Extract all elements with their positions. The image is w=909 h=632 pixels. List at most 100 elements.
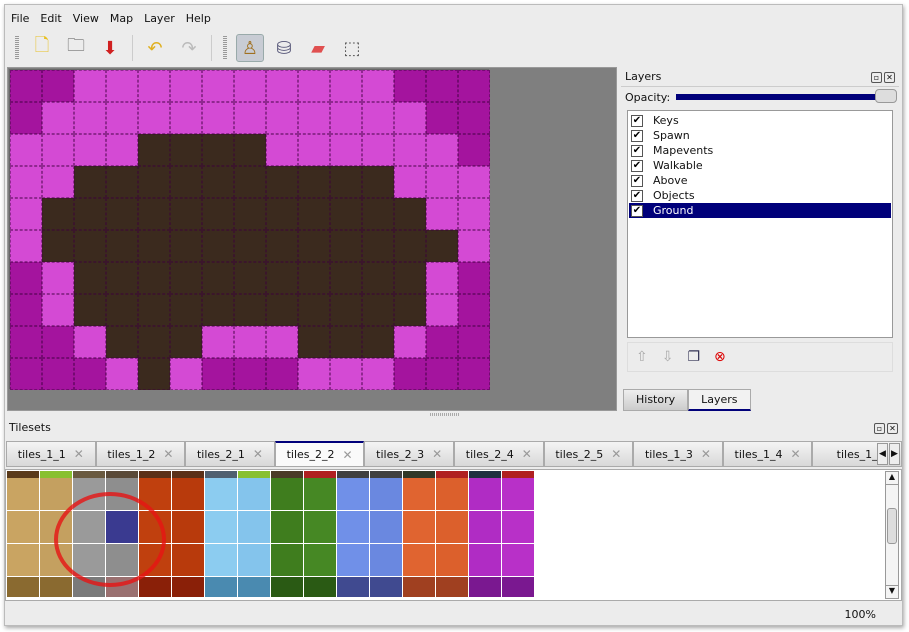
map-tile[interactable] — [10, 166, 42, 198]
map-tile[interactable] — [426, 134, 458, 166]
tile-strip[interactable] — [403, 471, 436, 478]
map-tile[interactable] — [202, 198, 234, 230]
map-tile[interactable] — [330, 166, 362, 198]
menu-layer[interactable]: Layer — [144, 11, 175, 25]
map-tile[interactable] — [330, 326, 362, 358]
layer-visibility-checkbox[interactable]: ✔ — [631, 129, 643, 142]
tileset-tile[interactable] — [172, 478, 205, 511]
menu-map[interactable]: Map — [109, 11, 134, 25]
tileset-tile[interactable] — [271, 511, 304, 544]
map-tile[interactable] — [266, 102, 298, 134]
map-tile[interactable] — [330, 70, 362, 102]
map-tile[interactable] — [458, 326, 490, 358]
map-tile[interactable] — [234, 358, 266, 390]
close-icon[interactable]: ✕ — [887, 422, 898, 434]
map-tile[interactable] — [10, 230, 42, 262]
toolbar-grip[interactable] — [15, 36, 19, 60]
map-tile[interactable] — [394, 166, 426, 198]
tileset-tile[interactable] — [403, 478, 436, 511]
map-tile[interactable] — [234, 262, 266, 294]
save-button[interactable]: ⬇ — [96, 34, 124, 62]
map-tile[interactable] — [330, 134, 362, 166]
tileset-tile[interactable] — [304, 478, 337, 511]
map-tile[interactable] — [42, 166, 74, 198]
tile-strip[interactable] — [271, 471, 304, 478]
tile-strip[interactable] — [337, 471, 370, 478]
map-tile[interactable] — [106, 166, 138, 198]
map-tile[interactable] — [362, 102, 394, 134]
map-tile[interactable] — [298, 102, 330, 134]
tileset-tile[interactable] — [403, 544, 436, 577]
map-tile[interactable] — [362, 294, 394, 326]
tileset-tile[interactable] — [370, 577, 403, 598]
map-tile[interactable] — [138, 70, 170, 102]
map-tile[interactable] — [202, 294, 234, 326]
map-tile[interactable] — [330, 198, 362, 230]
layer-row[interactable]: ✔ Objects — [629, 188, 891, 203]
stamp-brush-button[interactable]: ♙ — [236, 34, 264, 62]
tile-strip[interactable] — [172, 471, 205, 478]
map-tile[interactable] — [42, 358, 74, 390]
map-tile[interactable] — [10, 262, 42, 294]
map-tile[interactable] — [170, 134, 202, 166]
map-tile[interactable] — [426, 294, 458, 326]
map-tile[interactable] — [394, 230, 426, 262]
tileset-tile[interactable] — [172, 544, 205, 577]
tileset-tile[interactable] — [139, 478, 172, 511]
map-tile[interactable] — [330, 358, 362, 390]
map-tile[interactable] — [298, 134, 330, 166]
menu-file[interactable]: File — [11, 11, 30, 25]
map-tile[interactable] — [170, 358, 202, 390]
tab-tiles_1_2[interactable]: tiles_1_2 ✕ — [95, 441, 186, 467]
tile-strip[interactable] — [370, 471, 403, 478]
map-tile[interactable] — [266, 262, 298, 294]
layer-row[interactable]: ✔ Mapevents — [629, 143, 891, 158]
tileset-tile[interactable] — [7, 511, 40, 544]
map-tile[interactable] — [202, 262, 234, 294]
tab-tiles_2_5[interactable]: tiles_2_5 ✕ — [543, 441, 634, 467]
close-tab-icon[interactable]: ✕ — [252, 447, 263, 461]
tab-scroll-left-icon[interactable]: ◀ — [877, 443, 888, 465]
tab-tiles_1_1[interactable]: tiles_1_1 ✕ — [6, 441, 96, 467]
map-tile[interactable] — [74, 166, 106, 198]
tileset-tile[interactable] — [469, 544, 502, 577]
map-tile[interactable] — [138, 262, 170, 294]
map-tile[interactable] — [298, 326, 330, 358]
close-icon[interactable]: ✕ — [884, 72, 895, 83]
map-tile[interactable] — [298, 262, 330, 294]
close-tab-icon[interactable]: ✕ — [611, 447, 622, 461]
map-tile[interactable] — [394, 262, 426, 294]
tileset-tile[interactable] — [271, 577, 304, 598]
tile-strip[interactable] — [205, 471, 238, 478]
tileset-tile[interactable] — [205, 577, 238, 598]
layer-visibility-checkbox[interactable]: ✔ — [631, 174, 643, 187]
map-tile[interactable] — [74, 230, 106, 262]
tab-history[interactable]: History — [623, 389, 689, 411]
move-layer-down-icon[interactable]: ⇩ — [661, 349, 674, 365]
tileset-tile[interactable] — [337, 577, 370, 598]
map-tile[interactable] — [10, 198, 42, 230]
map-tile[interactable] — [74, 198, 106, 230]
map-tile[interactable] — [458, 166, 490, 198]
delete-layer-icon[interactable]: ⊗ — [714, 349, 726, 365]
layer-row[interactable]: ✔ Ground — [629, 203, 891, 218]
map-tile[interactable] — [266, 166, 298, 198]
map-canvas[interactable] — [9, 69, 490, 390]
tab-tiles_2_2[interactable]: tiles_2_2 ✕ — [274, 441, 365, 467]
tileset-tile[interactable] — [304, 544, 337, 577]
map-tile[interactable] — [458, 102, 490, 134]
map-tile[interactable] — [330, 230, 362, 262]
map-tile[interactable] — [394, 70, 426, 102]
map-tile[interactable] — [138, 166, 170, 198]
map-tile[interactable] — [138, 198, 170, 230]
map-tile[interactable] — [362, 134, 394, 166]
float-icon[interactable]: ▫ — [874, 422, 885, 434]
map-tile[interactable] — [74, 262, 106, 294]
tile-strip[interactable] — [469, 471, 502, 478]
tileset-tile[interactable] — [271, 544, 304, 577]
map-tile[interactable] — [394, 198, 426, 230]
map-tile[interactable] — [330, 102, 362, 134]
tileset-tile[interactable] — [139, 577, 172, 598]
map-tile[interactable] — [42, 326, 74, 358]
layer-row[interactable]: ✔ Keys — [629, 113, 891, 128]
